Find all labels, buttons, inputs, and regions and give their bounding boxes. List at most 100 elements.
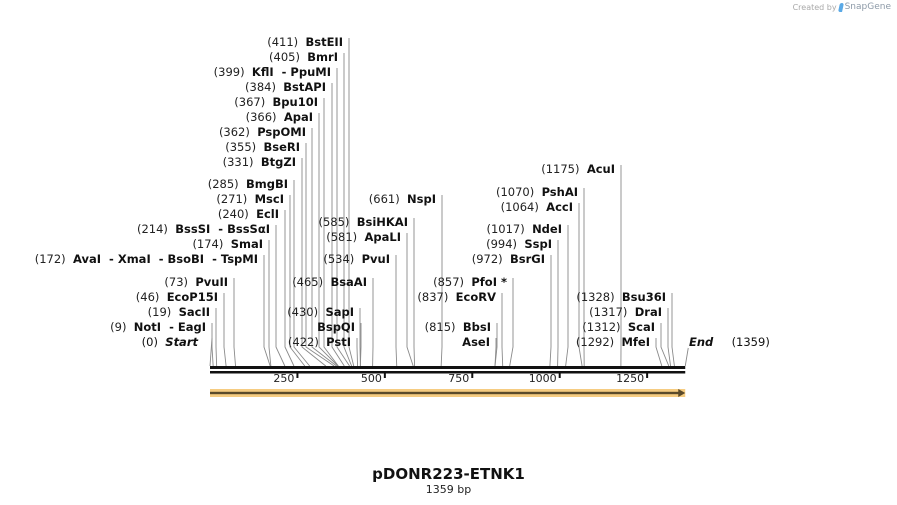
restriction-site[interactable]: (1312) ScaI [582,320,655,334]
enzyme-name[interactable]: PvuII [195,275,228,289]
restriction-site[interactable]: (857) PfoI * [433,275,507,289]
restriction-site[interactable]: (1017) NdeI [487,222,563,236]
site-coordinate: (534) [323,252,354,266]
feature-arrow-shaft[interactable] [210,391,680,395]
restriction-site[interactable]: (1064) AccI [501,200,573,214]
restriction-site[interactable]: (1175) AcuI [541,162,615,176]
enzyme-name[interactable]: ApaLI [365,230,402,244]
enzyme-name[interactable]: AcuI [587,162,615,176]
restriction-site[interactable]: (174) SmaI [192,237,263,251]
restriction-site[interactable]: (73) PvuII [164,275,228,289]
enzyme-name[interactable]: SspI [524,237,552,251]
restriction-site[interactable]: AseI [462,335,490,349]
enzyme-name[interactable]: BssSI [175,222,210,236]
restriction-site[interactable]: (1317) DraI [589,305,662,319]
restriction-site[interactable]: (240) EclI [218,207,279,221]
restriction-site[interactable]: (581) ApaLI [326,230,401,244]
restriction-site[interactable]: (384) BstAPI [245,80,326,94]
restriction-site[interactable]: (837) EcoRV [417,290,496,304]
restriction-site[interactable]: (366) ApaI [246,110,313,124]
enzyme-name[interactable]: KflI [252,65,274,79]
restriction-site[interactable]: (411) BstEII [267,35,343,49]
restriction-site[interactable]: (422) PstI [288,335,351,349]
restriction-site[interactable]: (362) PspOMI [219,125,306,139]
enzyme-name[interactable]: NotI [134,320,161,334]
restriction-site[interactable]: (534) PvuI [323,252,390,266]
enzyme-name[interactable]: Bsu36I [622,290,666,304]
enzyme-name[interactable]: PvuI [362,252,390,266]
enzyme-name[interactable]: PpuMI [290,65,331,79]
enzyme-name[interactable]: BsrGI [510,252,545,266]
enzyme-name[interactable]: AvaI [73,252,101,266]
restriction-site[interactable]: (1070) PshAI [496,185,578,199]
restriction-site[interactable]: (661) NspI [369,192,436,206]
enzyme-name[interactable]: ScaI [628,320,655,334]
enzyme-name[interactable]: TspMI [221,252,258,266]
enzyme-name[interactable]: Bpu10I [273,95,318,109]
enzyme-name[interactable]: PstI [326,335,351,349]
svg-text:(214) BssSI - BssSαI: (214) BssSI - BssSαI [137,222,270,236]
restriction-site[interactable]: (430) SapI [287,305,354,319]
enzyme-name[interactable]: SmaI [231,237,263,251]
site-coordinate: (422) [288,335,319,349]
site-coordinate: (1017) [487,222,525,236]
restriction-site[interactable]: (172) AvaI - XmaI - BsoBI - TspMI [35,252,258,266]
enzyme-name[interactable]: AccI [546,200,573,214]
restriction-site[interactable]: (994) SspI [486,237,552,251]
svg-text:(331) BtgZI: (331) BtgZI [223,155,296,169]
enzyme-name[interactable]: EclI [256,207,279,221]
restriction-site[interactable]: BspQI [317,320,355,334]
enzyme-name[interactable]: EcoP15I [167,290,218,304]
restriction-site[interactable]: (1292) MfeI [576,335,650,349]
restriction-site[interactable]: (355) BseRI [225,140,300,154]
enzyme-name[interactable]: BsoBI [168,252,205,266]
restriction-site[interactable]: (271) MscI [216,192,284,206]
enzyme-name[interactable]: XmaI [118,252,151,266]
enzyme-name[interactable]: BsiHKAI [357,215,408,229]
enzyme-name[interactable]: PspOMI [257,125,306,139]
enzyme-name[interactable]: NdeI [532,222,562,236]
enzyme-name[interactable]: BstAPI [283,80,326,94]
enzyme-name[interactable]: BtgZI [261,155,296,169]
site-coordinate: (271) [216,192,247,206]
enzyme-name[interactable]: DraI [635,305,662,319]
restriction-site[interactable]: (285) BmgBI [208,177,288,191]
enzyme-name[interactable]: SacII [179,305,210,319]
enzyme-name[interactable]: AseI [462,335,490,349]
enzyme-name[interactable]: BssSαI [227,222,270,236]
restriction-site[interactable]: (46) EcoP15I [136,290,218,304]
enzyme-name[interactable]: BstEII [305,35,343,49]
restriction-site[interactable]: (399) KflI - PpuMI [214,65,331,79]
enzyme-name[interactable]: EcoRV [456,290,496,304]
enzyme-name[interactable]: PfoI * [471,275,507,289]
svg-text:(1328) Bsu36I: (1328) Bsu36I [576,290,666,304]
enzyme-name[interactable]: MfeI [621,335,650,349]
restriction-site[interactable]: (972) BsrGI [472,252,545,266]
enzyme-name[interactable]: EagI [178,320,206,334]
enzyme-name[interactable]: PshAI [542,185,578,199]
enzyme-name[interactable]: ApaI [284,110,313,124]
restriction-site[interactable]: (465) BsaAI [292,275,367,289]
enzyme-name[interactable]: BmrI [307,50,338,64]
restriction-site[interactable]: (1328) Bsu36I [576,290,666,304]
enzyme-name[interactable]: BseRI [263,140,300,154]
restriction-site[interactable]: (367) Bpu10I [234,95,318,109]
restriction-site[interactable]: (9) NotI - EagI [110,320,206,334]
feature-arrow[interactable] [210,389,686,397]
site-coordinate: (46) [136,290,160,304]
enzyme-name[interactable]: BbsI [463,320,491,334]
site-coordinate: (1328) [576,290,614,304]
svg-text:(465) BsaAI: (465) BsaAI [292,275,367,289]
enzyme-name[interactable]: BspQI [317,320,355,334]
restriction-site[interactable]: (815) BbsI [425,320,491,334]
restriction-site[interactable]: (405) BmrI [269,50,338,64]
restriction-site[interactable]: (331) BtgZI [223,155,296,169]
enzyme-name[interactable]: MscI [255,192,284,206]
restriction-site[interactable]: (19) SacII [148,305,210,319]
enzyme-name[interactable]: BmgBI [246,177,288,191]
enzyme-name[interactable]: NspI [407,192,436,206]
enzyme-name[interactable]: BsaAI [330,275,367,289]
restriction-site[interactable]: (585) BsiHKAI [318,215,408,229]
enzyme-name[interactable]: SapI [325,305,354,319]
restriction-site[interactable]: (214) BssSI - BssSαI [137,222,270,236]
